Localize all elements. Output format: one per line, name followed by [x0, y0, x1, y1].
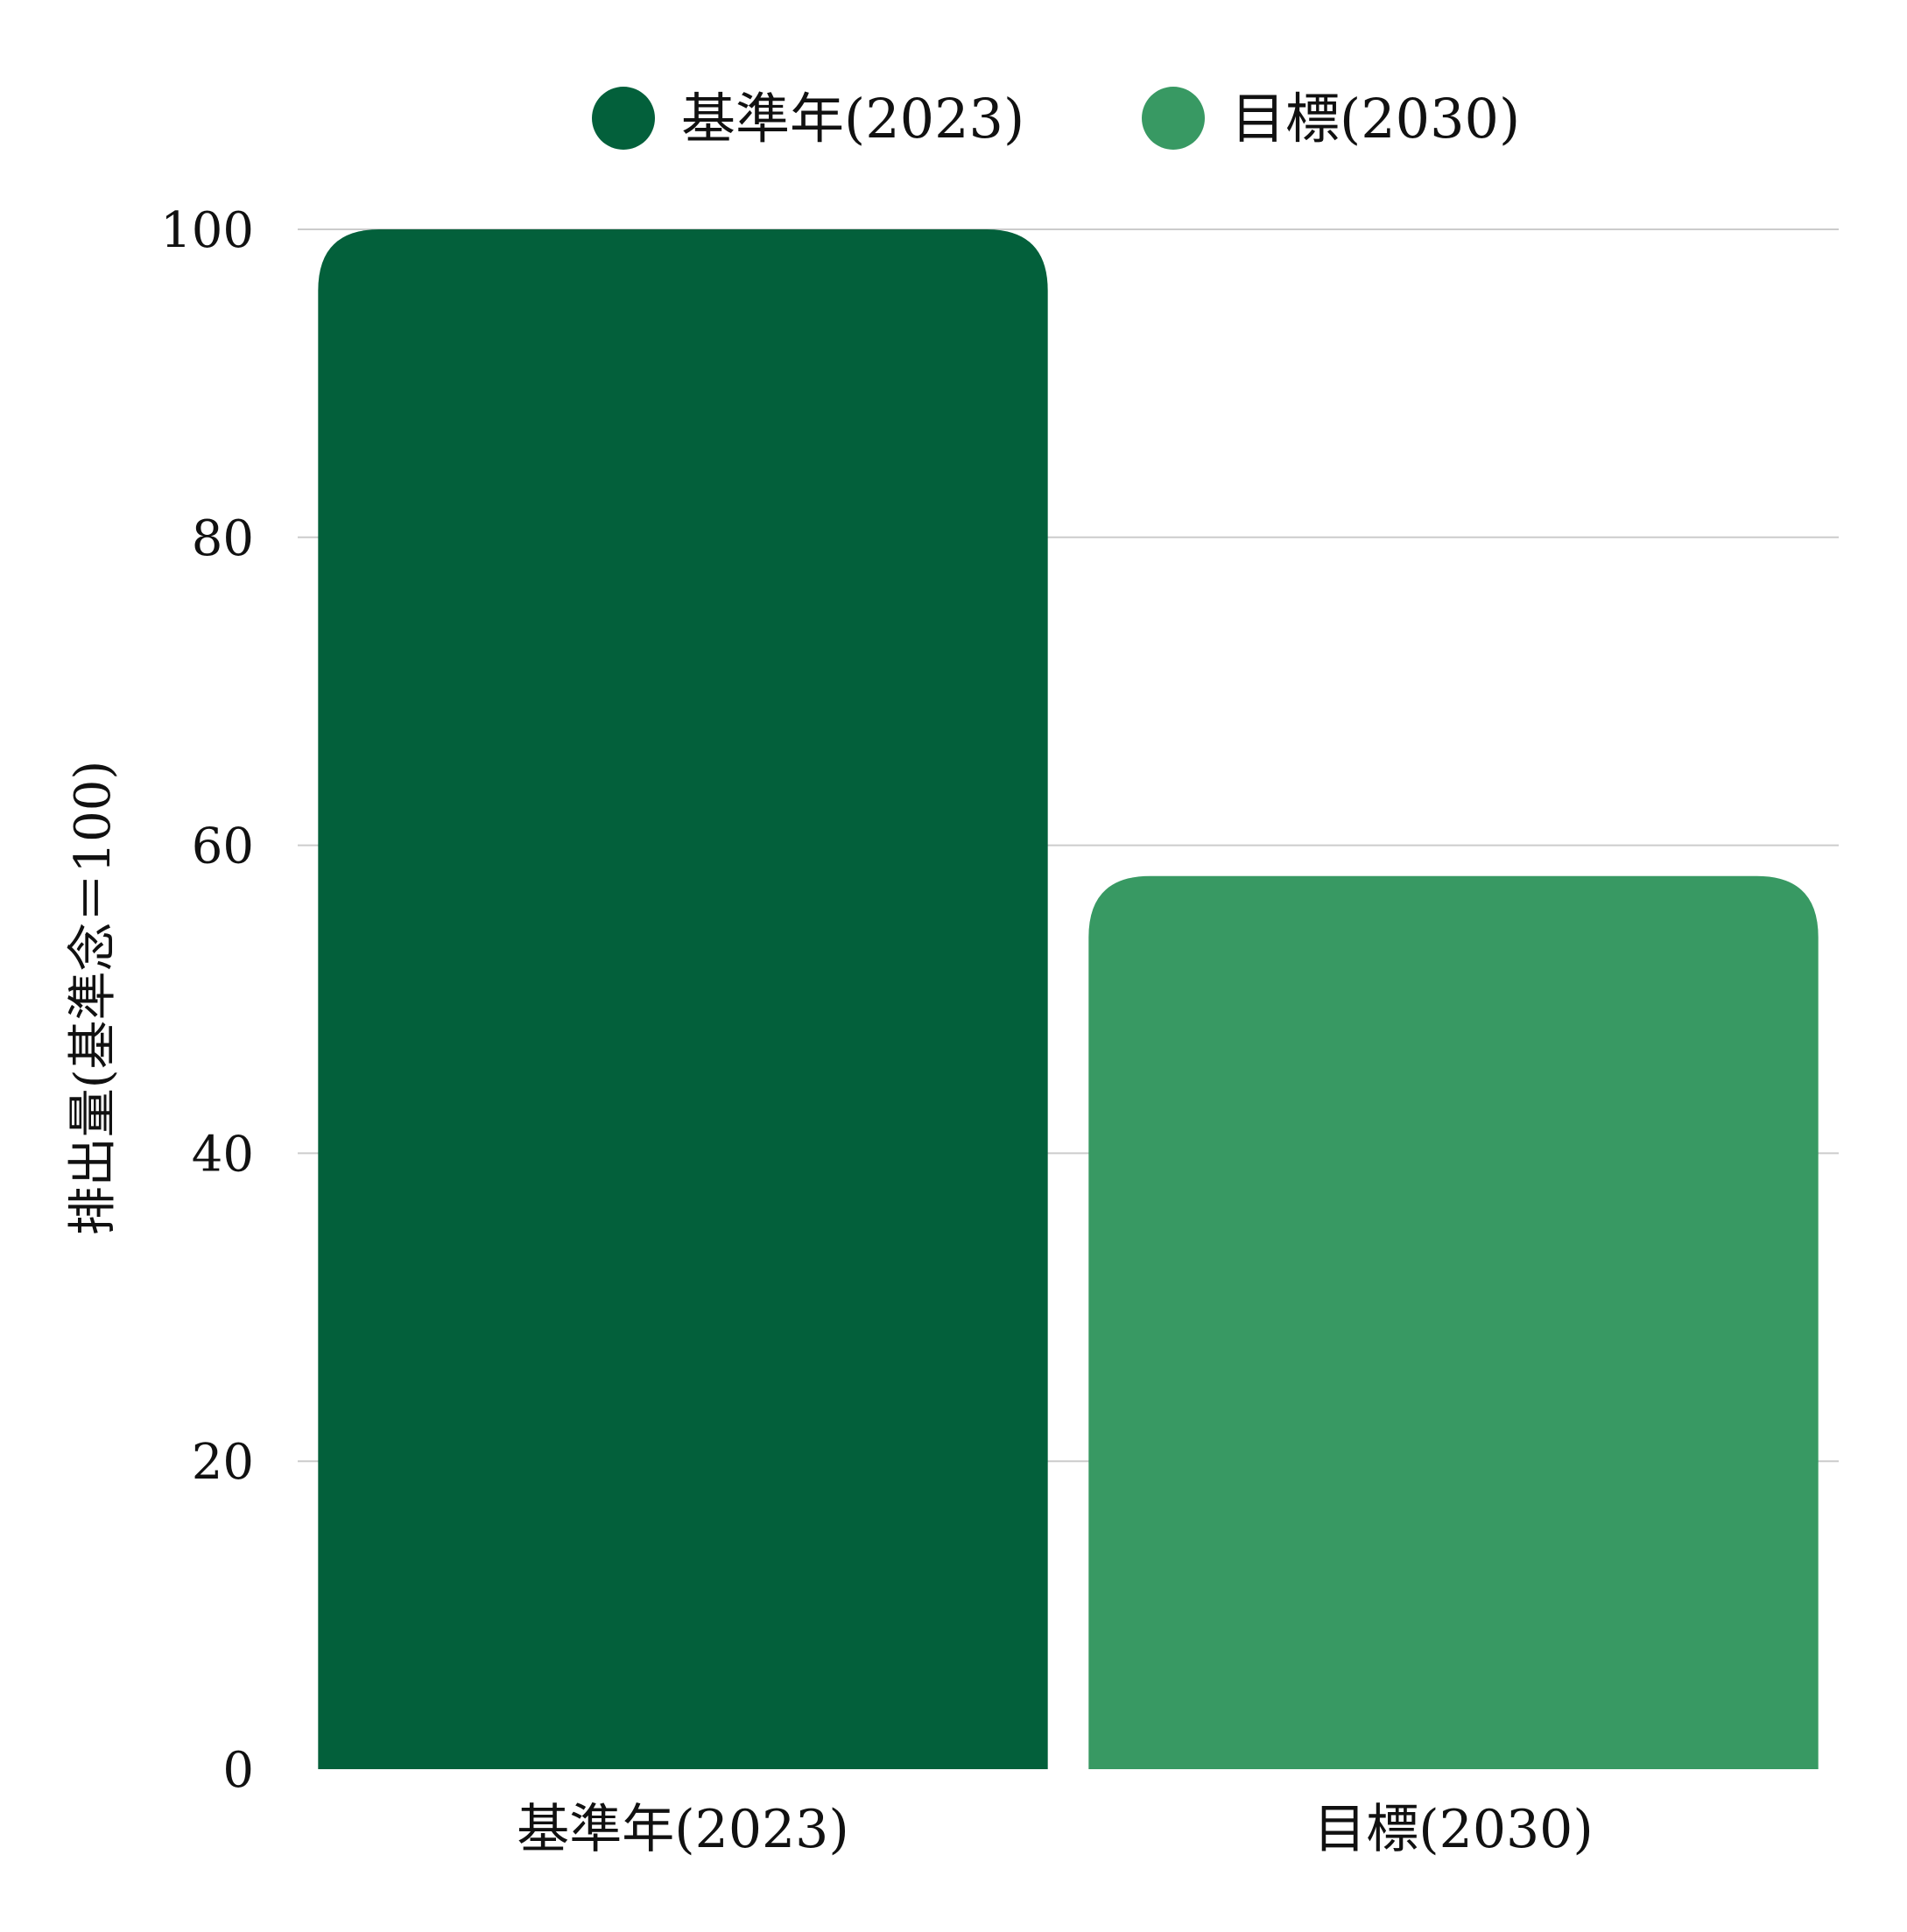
y-axis-title: 排出量(基準念＝100) — [65, 761, 122, 1236]
legend-swatch — [592, 87, 655, 150]
x-category-label: 基準年(2023) — [517, 1799, 849, 1860]
y-tick-label: 40 — [192, 1126, 254, 1183]
y-tick-label: 100 — [160, 202, 254, 259]
y-tick-label: 60 — [192, 818, 254, 875]
legend-swatch — [1142, 87, 1205, 150]
x-category-label: 目標(2030) — [1313, 1799, 1594, 1860]
x-axis-categories: 基準年(2023) 目標(2030) — [517, 1799, 1594, 1860]
bar — [1088, 875, 1819, 1769]
y-tick-label: 20 — [192, 1434, 254, 1491]
bar — [318, 229, 1048, 1769]
legend-label: 目標(2030) — [1231, 87, 1520, 151]
y-tick-label: 0 — [222, 1742, 254, 1799]
y-tick-label: 80 — [192, 510, 254, 567]
y-axis-ticks: 0 20 40 60 80 100 — [160, 202, 254, 1799]
legend-label: 基準年(2023) — [681, 87, 1024, 151]
bar-layer — [318, 229, 1819, 1769]
legend: 基準年(2023) 目標(2030) — [592, 87, 1520, 151]
